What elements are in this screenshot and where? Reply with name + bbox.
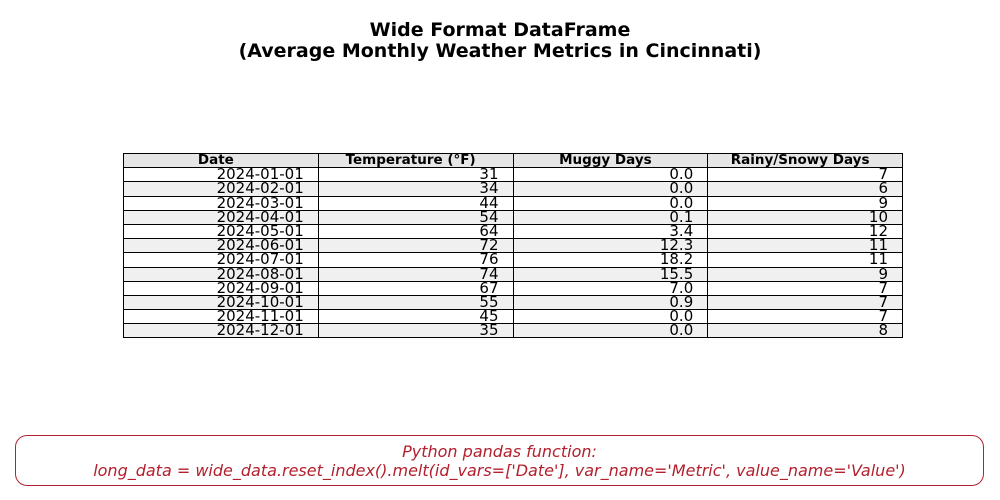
table-cell: 3.4 (512, 223, 709, 240)
table-cell: 6 (707, 181, 903, 197)
data-table-container: Date Temperature (°F) Muggy Days Rainy/Snow… (123, 152, 903, 339)
table-cell: 2024-05-01 (123, 223, 319, 240)
table-cell: 2024-01-01 (123, 167, 319, 183)
table-cell: 11 (707, 238, 903, 254)
wide-format-table: Date Temperature (°F) Muggy Days Rainy/Snow… (123, 152, 903, 339)
table-row: 2024-12-01 35 0.0 8 (123, 323, 903, 339)
table-row: 2024-09-01 67 7.0 7 (123, 280, 903, 296)
table-cell: 7 (707, 294, 903, 311)
table-row: 2024-03-01 44 0.0 9 (123, 195, 903, 211)
table-cell: 0.0 (512, 323, 709, 339)
table-cell: 31 (317, 167, 514, 183)
table-cell: 7 (707, 167, 903, 183)
header-row: Date Temperature (°F) Muggy Days Rainy/Snow… (123, 152, 903, 169)
chart-title-block: Wide Format DataFrame (Average Monthly W… (0, 20, 1000, 62)
table-cell: 0.0 (512, 309, 709, 325)
table-header: Date Temperature (°F) Muggy Days Rainy/Snow… (123, 152, 903, 169)
footer-code: long_data = wide_data.reset_index().melt… (93, 461, 906, 480)
chart-subtitle: (Average Monthly Weather Metrics in Cinc… (238, 40, 762, 62)
table-cell: 2024-10-01 (123, 294, 319, 311)
column-header: Date (123, 152, 319, 169)
table-cell: 0.9 (512, 294, 709, 311)
table-cell: 15.5 (512, 266, 709, 282)
table-cell: 18.2 (512, 252, 709, 268)
table-cell: 2024-04-01 (123, 209, 319, 225)
table-row: 2024-07-01 76 18.2 11 (123, 252, 903, 268)
table-row: 2024-11-01 45 0.0 7 (123, 309, 903, 325)
table-row: 2024-10-01 55 0.9 7 (123, 294, 903, 311)
chart-title: Wide Format DataFrame (369, 19, 631, 41)
table-cell: 2024-03-01 (123, 195, 319, 211)
table-row: 2024-05-01 64 3.4 12 (123, 223, 903, 240)
table-cell: 9 (707, 266, 903, 282)
table-row: 2024-04-01 54 0.1 10 (123, 209, 903, 225)
table-cell: 9 (707, 195, 903, 211)
column-header: Temperature (°F) (317, 152, 514, 169)
table-row: 2024-02-01 34 0.0 6 (123, 181, 903, 197)
table-row: 2024-08-01 74 15.5 9 (123, 266, 903, 282)
table-cell: 0.0 (512, 195, 709, 211)
table-cell: 7 (707, 280, 903, 296)
table-cell: 54 (317, 209, 514, 225)
table-cell: 74 (317, 266, 514, 282)
table-cell: 67 (317, 280, 514, 296)
table-cell: 2024-12-01 (123, 323, 319, 339)
table-cell: 2024-08-01 (123, 266, 319, 282)
table-cell: 2024-11-01 (123, 309, 319, 325)
table-cell: 7.0 (512, 280, 709, 296)
table-cell: 11 (707, 252, 903, 268)
table-cell: 12.3 (512, 238, 709, 254)
table-cell: 0.0 (512, 167, 709, 183)
table-cell: 76 (317, 252, 514, 268)
table-cell: 2024-07-01 (123, 252, 319, 268)
table-row: 2024-06-01 72 12.3 11 (123, 238, 903, 254)
table-cell: 35 (317, 323, 514, 339)
table-cell: 2024-09-01 (123, 280, 319, 296)
table-cell: 8 (707, 323, 903, 339)
column-header: Rainy/Snowy Days (707, 152, 903, 169)
table-cell: 12 (707, 223, 903, 240)
table-cell: 2024-06-01 (123, 238, 319, 254)
table-cell: 0.0 (512, 181, 709, 197)
table-body: 2024-01-01 31 0.0 7 2024-02-01 34 0.0 6 2024-03-… (123, 167, 903, 339)
code-footer-box: Python pandas function: long_data = wide… (15, 435, 984, 486)
table-row: 2024-01-01 31 0.0 7 (123, 167, 903, 183)
table-cell: 55 (317, 294, 514, 311)
table-cell: 72 (317, 238, 514, 254)
table-cell: 2024-02-01 (123, 181, 319, 197)
table-cell: 10 (707, 209, 903, 225)
table-cell: 64 (317, 223, 514, 240)
table-cell: 44 (317, 195, 514, 211)
table-cell: 0.1 (512, 209, 709, 225)
table-cell: 7 (707, 309, 903, 325)
column-header: Muggy Days (512, 152, 709, 169)
footer-heading: Python pandas function: (402, 442, 597, 461)
table-cell: 34 (317, 181, 514, 197)
table-cell: 45 (317, 309, 514, 325)
